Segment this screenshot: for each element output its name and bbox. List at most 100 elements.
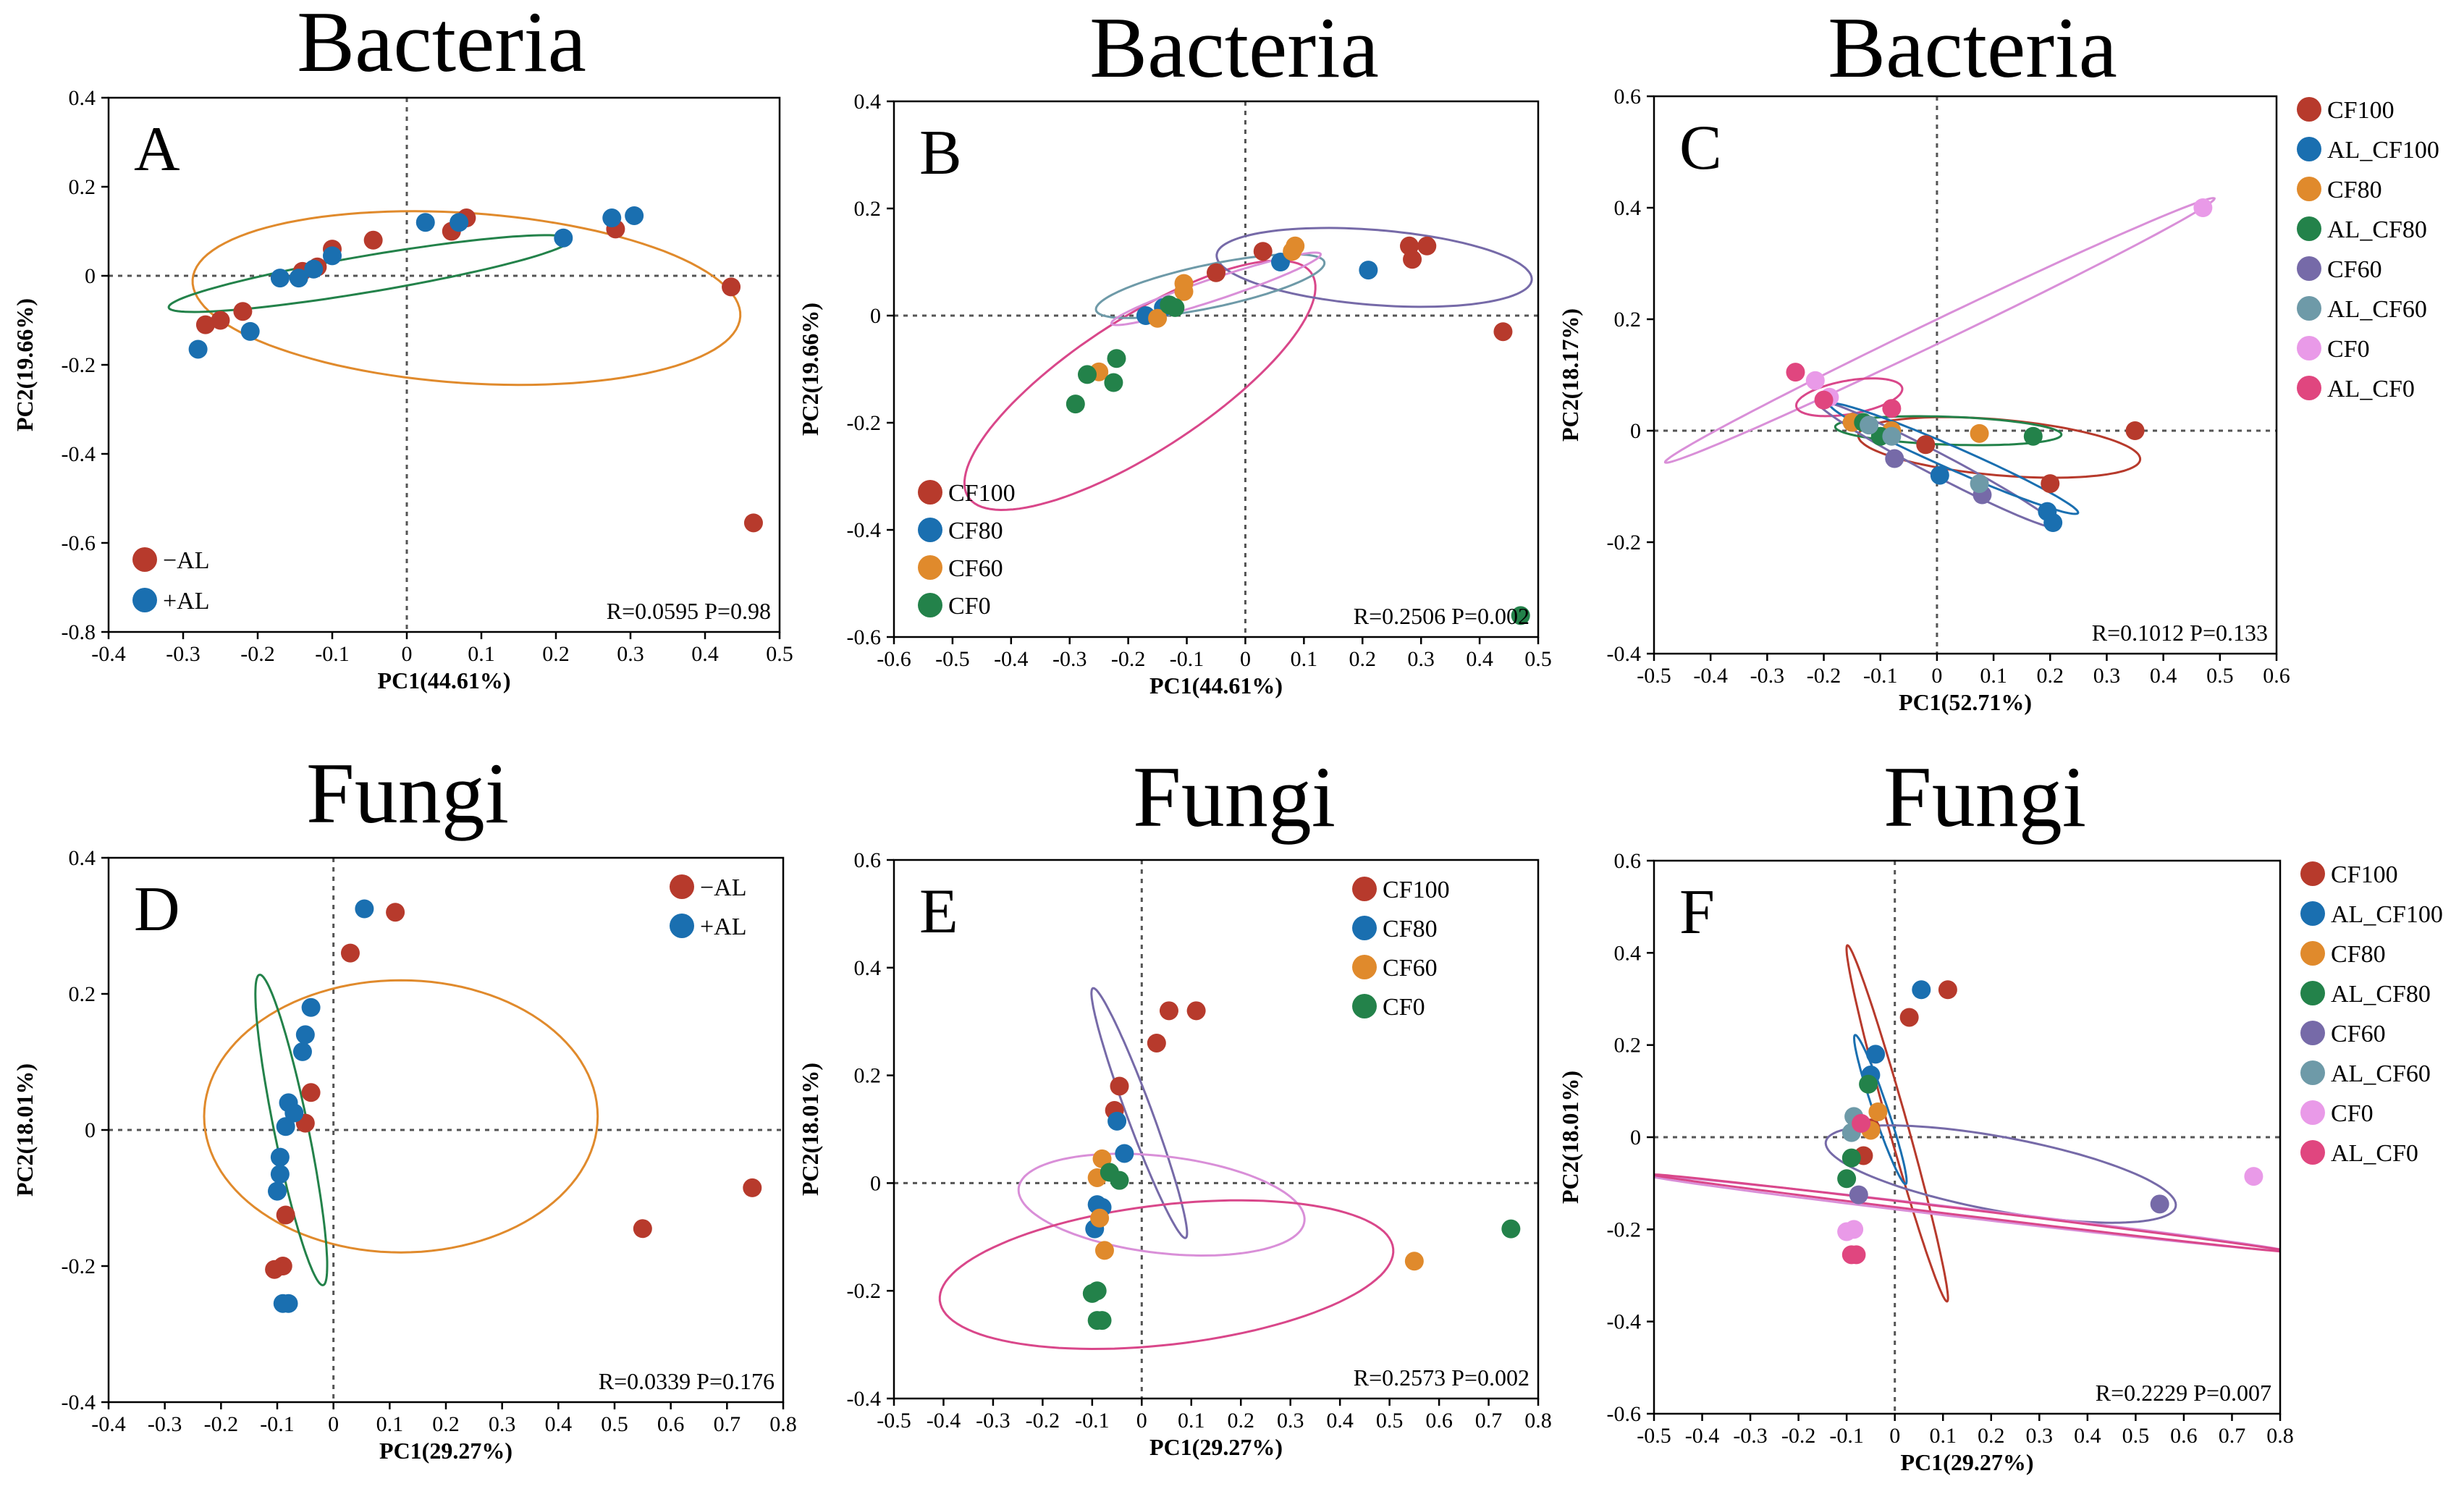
legend-label: CF100: [2331, 861, 2398, 888]
panel-label: E: [919, 877, 958, 947]
x-tick-label: 0.3: [489, 1412, 516, 1436]
confidence-ellipse: [1852, 1034, 1908, 1186]
data-point: [284, 1103, 304, 1123]
x-tick-label: 0.1: [1929, 1424, 1957, 1448]
data-point: [323, 246, 342, 266]
series-CF0: [1066, 295, 1530, 625]
y-tick-label: 0.2: [1614, 308, 1642, 332]
x-tick-label: -0.5: [877, 1409, 911, 1433]
legend-label: CF80: [2327, 177, 2382, 203]
series-CF0: [1837, 1167, 2263, 1241]
y-axis-label: PC2(18.01%): [797, 1063, 823, 1196]
chart-title: Fungi: [1883, 748, 2086, 845]
panel-label: B: [919, 118, 962, 188]
data-point: [289, 269, 308, 288]
x-tick-label: 0.8: [1524, 1409, 1552, 1433]
x-tick-label: -0.4: [91, 1412, 126, 1436]
y-tick-label: -0.4: [1607, 642, 1642, 666]
legend-marker: [2297, 256, 2321, 281]
legend-label: CF0: [1383, 994, 1425, 1021]
statistics-annotation: R=0.2229 P=0.007: [2096, 1380, 2271, 1406]
series-AL_CF80: [1837, 1074, 1878, 1189]
data-point: [1404, 1252, 1424, 1271]
series-CF100: [1207, 236, 1513, 342]
x-tick-label: -0.3: [1750, 664, 1785, 688]
data-point: [1866, 1045, 1886, 1064]
legend-label: −AL: [700, 874, 747, 901]
x-tick-label: -0.3: [166, 642, 201, 666]
data-point: [1110, 1076, 1129, 1096]
statistics-annotation: R=0.2506 P=0.002: [1354, 603, 1530, 629]
chart-title: Bacteria: [297, 0, 586, 90]
series-CF60: [1087, 1149, 1424, 1271]
x-tick-label: 0.3: [1277, 1409, 1304, 1433]
x-tick-label: 0.3: [2026, 1424, 2054, 1448]
data-point: [1148, 308, 1168, 328]
legend-label: +AL: [700, 914, 747, 940]
x-tick-label: 0.5: [1524, 647, 1552, 671]
x-tick-label: 0.4: [545, 1412, 573, 1436]
x-tick-label: 0.4: [1326, 1409, 1354, 1433]
y-tick-label: 0: [85, 264, 96, 288]
data-point: [211, 311, 230, 330]
x-tick-label: 0.6: [657, 1412, 685, 1436]
legend-label: CF0: [948, 593, 991, 620]
legend: CF100 CF80 CF60 CF0: [1352, 877, 1450, 1021]
x-tick-label: 0.3: [1407, 647, 1435, 671]
plot-frame: [893, 100, 1540, 638]
legend-label: AL_CF0: [2327, 376, 2415, 402]
chart-title: Fungi: [306, 745, 509, 841]
data-point: [340, 943, 360, 963]
data-point: [1159, 1001, 1178, 1021]
x-tick-label: -0.1: [1075, 1409, 1110, 1433]
data-point: [1174, 274, 1194, 293]
x-tick-label: 0: [1889, 1424, 1900, 1448]
data-point: [1501, 1219, 1521, 1239]
legend: CF100 CF80 CF60 CF0: [918, 480, 1016, 620]
plot-frame: [893, 859, 1540, 1400]
data-point: [1165, 298, 1185, 317]
data-point: [1110, 1170, 1129, 1190]
x-tick-label: -0.2: [1111, 647, 1146, 671]
x-tick-label: 0.5: [2122, 1424, 2150, 1448]
data-point: [2041, 474, 2060, 494]
data-point: [268, 1181, 287, 1201]
data-point: [1359, 261, 1378, 280]
series-AL_CF0: [1841, 1113, 1871, 1265]
data-point: [1882, 399, 1902, 418]
data-point: [1916, 435, 1936, 455]
legend-marker: [2297, 177, 2321, 201]
legend-label: CF0: [2331, 1100, 2374, 1127]
data-point: [625, 206, 644, 225]
data-point: [1403, 250, 1422, 269]
legend-label: AL_CF80: [2331, 981, 2431, 1008]
data-point: [195, 315, 215, 334]
legend-label: CF80: [2331, 941, 2386, 968]
y-tick-label: 0.4: [854, 956, 882, 980]
legend: −AL +AL: [670, 874, 747, 940]
x-tick-label: 0.6: [2263, 664, 2290, 688]
legend-label: CF60: [948, 555, 1003, 582]
panel-label: D: [134, 874, 180, 945]
panel-e: Fungi-0.5 -0.4 -0.3 -0.2 -0.1 0 0.1 0.2 0.3 0.4 0.…: [797, 748, 1552, 1460]
legend-label: CF100: [1383, 877, 1450, 903]
x-tick-label: -0.1: [260, 1412, 295, 1436]
y-tick-label: 0.2: [854, 1064, 882, 1088]
chart-title: Bacteria: [1089, 0, 1379, 96]
y-tick-label: -0.4: [1607, 1310, 1642, 1334]
data-point: [1814, 390, 1834, 410]
y-axis-label: PC2(18.17%): [1557, 308, 1583, 442]
y-axis-label: PC2(19.66%): [797, 303, 823, 436]
data-point: [1107, 349, 1126, 368]
x-tick-label: -0.1: [1170, 647, 1204, 671]
y-tick-label: 0.4: [69, 846, 96, 870]
y-tick-label: 0.4: [1614, 196, 1642, 220]
x-tick-label: -0.5: [1637, 1424, 1671, 1448]
x-tick-label: 0: [1136, 1409, 1147, 1433]
x-tick-label: 0.4: [2074, 1424, 2101, 1448]
confidence-ellipse: [203, 979, 599, 1254]
data-point: [301, 997, 321, 1017]
legend-marker: [2300, 1060, 2325, 1085]
data-point: [1899, 1008, 1919, 1027]
